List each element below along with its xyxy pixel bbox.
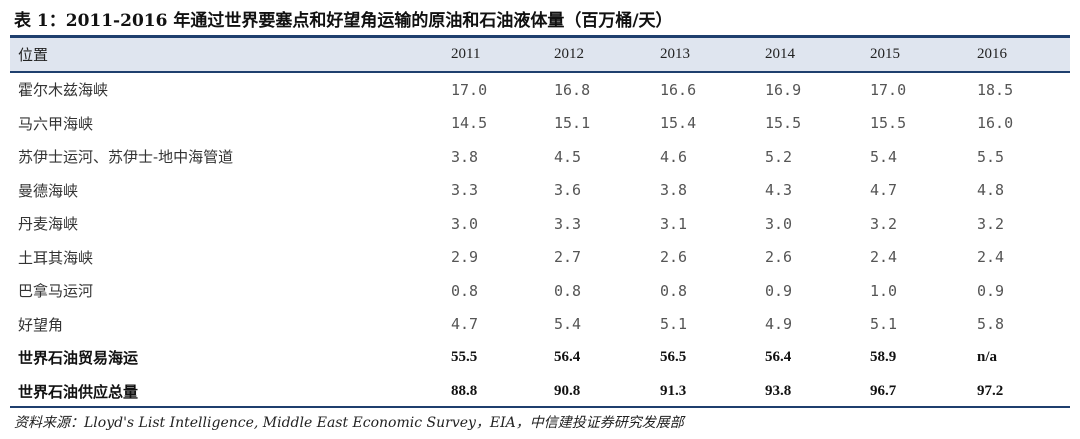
table-cell: 0.9 — [977, 281, 1005, 300]
table-cell: 15.1 — [554, 114, 591, 133]
row-label: 丹麦海峡 — [18, 215, 79, 234]
header-year-2014: 2014 — [765, 46, 795, 62]
table-cell: 3.3 — [451, 181, 479, 200]
table-cell: 5.8 — [977, 315, 1005, 334]
table-cell: 15.5 — [765, 114, 802, 133]
table-cell: 4.7 — [451, 315, 479, 334]
table-cell: 0.8 — [660, 281, 688, 300]
table-cell: 0.9 — [765, 281, 793, 300]
source-note: 资料来源：Lloyd's List Intelligence, Middle E… — [14, 415, 684, 431]
table-row: 好望角 4.7 5.4 5.1 4.9 5.1 5.8 — [10, 308, 1070, 342]
table-cell: 3.1 — [660, 214, 688, 233]
table-cell: 16.8 — [554, 80, 591, 99]
table-cell: 5.4 — [554, 315, 582, 334]
table-cell: 3.2 — [977, 214, 1005, 233]
table-cell: 18.5 — [977, 80, 1014, 99]
header-year-2012: 2012 — [554, 46, 584, 62]
table-row: 丹麦海峡 3.0 3.3 3.1 3.0 3.2 3.2 — [10, 207, 1070, 241]
table-cell: 5.5 — [977, 147, 1005, 166]
row-label: 土耳其海峡 — [18, 248, 94, 267]
table-row: 世界石油供应总量 88.8 90.8 91.3 93.8 96.7 97.2 — [10, 375, 1070, 409]
table-title: 表 1：2011-2016 年通过世界要塞点和好望角运输的原油和石油液体量（百万… — [14, 11, 673, 31]
table-cell: 91.3 — [660, 382, 687, 399]
table-cell: 56.4 — [765, 349, 792, 366]
top-rule — [10, 35, 1070, 38]
table-cell: 0.8 — [554, 281, 582, 300]
table-row: 巴拿马运河 0.8 0.8 0.8 0.9 1.0 0.9 — [10, 274, 1070, 308]
header-year-2013: 2013 — [660, 46, 690, 62]
header-year-2016: 2016 — [977, 46, 1007, 62]
table-cell: 3.2 — [870, 214, 898, 233]
header-location: 位置 — [18, 46, 49, 64]
table-cell: 2.9 — [451, 248, 479, 267]
table-cell: 97.2 — [977, 382, 1004, 399]
table-cell: 16.0 — [977, 114, 1014, 133]
row-label: 霍尔木兹海峡 — [18, 81, 109, 100]
table-cell: 58.9 — [870, 349, 897, 366]
table-cell: 2.4 — [870, 248, 898, 267]
table-cell: 5.1 — [870, 315, 898, 334]
table-cell: 4.7 — [870, 181, 898, 200]
table-row: 霍尔木兹海峡 17.0 16.8 16.6 16.9 17.0 18.5 — [10, 73, 1070, 107]
table-cell: 96.7 — [870, 382, 897, 399]
table-row: 世界石油贸易海运 55.5 56.4 56.5 56.4 58.9 n/a — [10, 341, 1070, 375]
header-rule — [10, 71, 1070, 73]
table-cell: 2.6 — [660, 248, 688, 267]
table-cell: 93.8 — [765, 382, 792, 399]
table-row: 土耳其海峡 2.9 2.7 2.6 2.6 2.4 2.4 — [10, 241, 1070, 275]
table-cell: 5.2 — [765, 147, 793, 166]
table-cell: 0.8 — [451, 281, 479, 300]
table-cell: 88.8 — [451, 382, 478, 399]
table-row: 马六甲海峡 14.5 15.1 15.4 15.5 15.5 16.0 — [10, 107, 1070, 141]
table-cell: 17.0 — [870, 80, 907, 99]
table-cell: 4.3 — [765, 181, 793, 200]
row-label: 苏伊士运河、苏伊士-地中海管道 — [18, 148, 234, 167]
table-row: 曼德海峡 3.3 3.6 3.8 4.3 4.7 4.8 — [10, 174, 1070, 208]
table-cell: 55.5 — [451, 349, 478, 366]
table-cell: 2.7 — [554, 248, 582, 267]
table-cell: 4.5 — [554, 147, 582, 166]
table-cell: 4.8 — [977, 181, 1005, 200]
table-row: 苏伊士运河、苏伊士-地中海管道 3.8 4.5 4.6 5.2 5.4 5.5 — [10, 140, 1070, 174]
bottom-rule — [10, 406, 1070, 408]
table-cell: 15.4 — [660, 114, 697, 133]
row-label: 巴拿马运河 — [18, 282, 94, 301]
table-cell: 56.5 — [660, 349, 687, 366]
table-cell: 2.4 — [977, 248, 1005, 267]
table-cell: 17.0 — [451, 80, 488, 99]
table-cell: 3.8 — [660, 181, 688, 200]
row-label: 世界石油贸易海运 — [18, 349, 139, 368]
table-cell: 3.6 — [554, 181, 582, 200]
table-cell: 5.1 — [660, 315, 688, 334]
table-cell: 2.6 — [765, 248, 793, 267]
table-cell: 15.5 — [870, 114, 907, 133]
table-cell: 90.8 — [554, 382, 581, 399]
table-cell: n/a — [977, 349, 998, 366]
table-cell: 3.3 — [554, 214, 582, 233]
row-label: 好望角 — [18, 315, 64, 334]
table-cell: 4.9 — [765, 315, 793, 334]
header-year-2015: 2015 — [870, 46, 900, 62]
table-cell: 3.0 — [765, 214, 793, 233]
table-cell: 5.4 — [870, 147, 898, 166]
table-cell: 56.4 — [554, 349, 581, 366]
table-cell: 3.8 — [451, 147, 479, 166]
table-cell: 1.0 — [870, 281, 898, 300]
table-cell: 4.6 — [660, 147, 688, 166]
row-label: 曼德海峡 — [18, 181, 79, 200]
table-cell: 14.5 — [451, 114, 488, 133]
row-label: 马六甲海峡 — [18, 114, 94, 133]
row-label: 世界石油供应总量 — [18, 382, 139, 401]
header-year-2011: 2011 — [451, 46, 481, 62]
table-cell: 16.9 — [765, 80, 802, 99]
table-cell: 16.6 — [660, 80, 697, 99]
table-cell: 3.0 — [451, 214, 479, 233]
table-header-row: 位置 2011 2012 2013 2014 2015 2016 — [10, 38, 1070, 71]
